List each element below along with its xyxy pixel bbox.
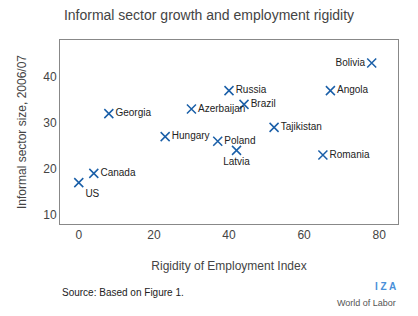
svg-text:20: 20 <box>147 228 161 242</box>
svg-text:Source: Based on Figure 1.: Source: Based on Figure 1. <box>62 287 184 298</box>
svg-text:20: 20 <box>43 162 57 176</box>
svg-text:US: US <box>85 188 99 199</box>
svg-text:40: 40 <box>43 70 57 84</box>
svg-text:I Z A: I Z A <box>375 281 396 292</box>
svg-text:Brazil: Brazil <box>251 98 276 109</box>
svg-text:Angola: Angola <box>337 84 369 95</box>
svg-text:Hungary: Hungary <box>172 130 210 141</box>
svg-text:Latvia: Latvia <box>223 156 250 167</box>
svg-text:Tajikistan: Tajikistan <box>281 121 322 132</box>
svg-text:Georgia: Georgia <box>115 107 151 118</box>
svg-text:30: 30 <box>43 116 57 130</box>
svg-text:60: 60 <box>297 228 311 242</box>
svg-text:0: 0 <box>75 228 82 242</box>
svg-text:Informal sector growth and emp: Informal sector growth and employment ri… <box>64 7 354 23</box>
svg-text:Russia: Russia <box>236 84 267 95</box>
svg-text:Bolivia: Bolivia <box>336 57 366 68</box>
svg-text:40: 40 <box>222 228 236 242</box>
svg-text:Romania: Romania <box>330 149 370 160</box>
svg-text:Rigidity of Employment Index: Rigidity of Employment Index <box>151 259 306 273</box>
svg-text:World of Labor: World of Labor <box>337 298 396 308</box>
svg-text:80: 80 <box>373 228 387 242</box>
svg-text:Azerbaijan: Azerbaijan <box>198 103 245 114</box>
svg-text:Canada: Canada <box>100 167 135 178</box>
svg-text:Poland: Poland <box>224 135 255 146</box>
svg-text:10: 10 <box>43 208 57 222</box>
svg-text:Informal sector size, 2006/07: Informal sector size, 2006/07 <box>15 55 29 209</box>
